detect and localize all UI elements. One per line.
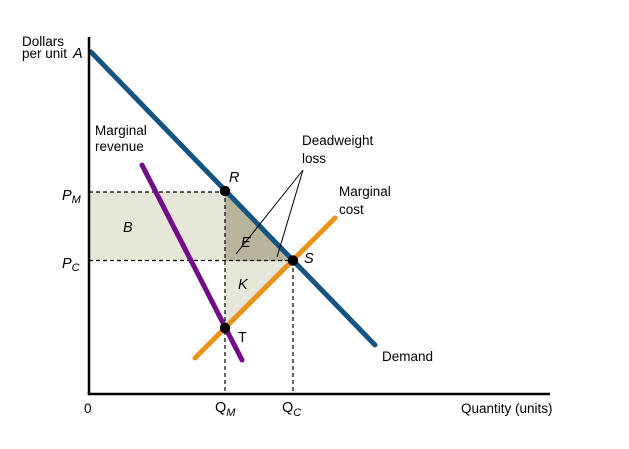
region-b-label: B xyxy=(123,220,133,236)
qm-label: QM xyxy=(215,400,236,419)
pm-label: PM xyxy=(62,188,82,206)
region-k-label: K xyxy=(238,277,249,293)
marginal-revenue-label-line2: revenue xyxy=(95,139,144,154)
marginal-cost-label-line1: Marginal xyxy=(339,184,391,199)
demand-label: Demand xyxy=(382,349,433,364)
y-axis-title-line2: per unit xyxy=(22,46,67,61)
origin-label: 0 xyxy=(84,401,92,416)
point-a-label: A xyxy=(72,46,83,62)
marginal-cost-label-line2: cost xyxy=(339,202,364,217)
point-r-label: R xyxy=(229,170,240,186)
y-axis-title-line1: Dollars xyxy=(22,34,64,49)
deadweight-loss-pointer-to-e xyxy=(235,169,304,255)
marginal-revenue-label-line1: Marginal xyxy=(95,123,147,138)
qc-label: QC xyxy=(282,400,301,419)
deadweight-loss-label-line2: loss xyxy=(302,151,326,166)
deadweight-loss-label-line1: Deadweight xyxy=(302,133,374,148)
region-b-fill xyxy=(90,192,225,260)
point-s-marker xyxy=(287,255,299,266)
deadweight-loss-pointer-to-k xyxy=(276,169,304,258)
x-axis-title: Quantity (units) xyxy=(461,401,553,416)
point-t-label: T xyxy=(238,330,247,346)
point-t-marker xyxy=(219,322,231,334)
demand-curve xyxy=(88,49,378,348)
point-s-label: S xyxy=(304,251,314,267)
pc-label: PC xyxy=(62,256,80,274)
point-r-marker xyxy=(219,185,231,197)
region-e-label: E xyxy=(241,235,251,251)
marginal-cost-curve xyxy=(192,215,338,361)
